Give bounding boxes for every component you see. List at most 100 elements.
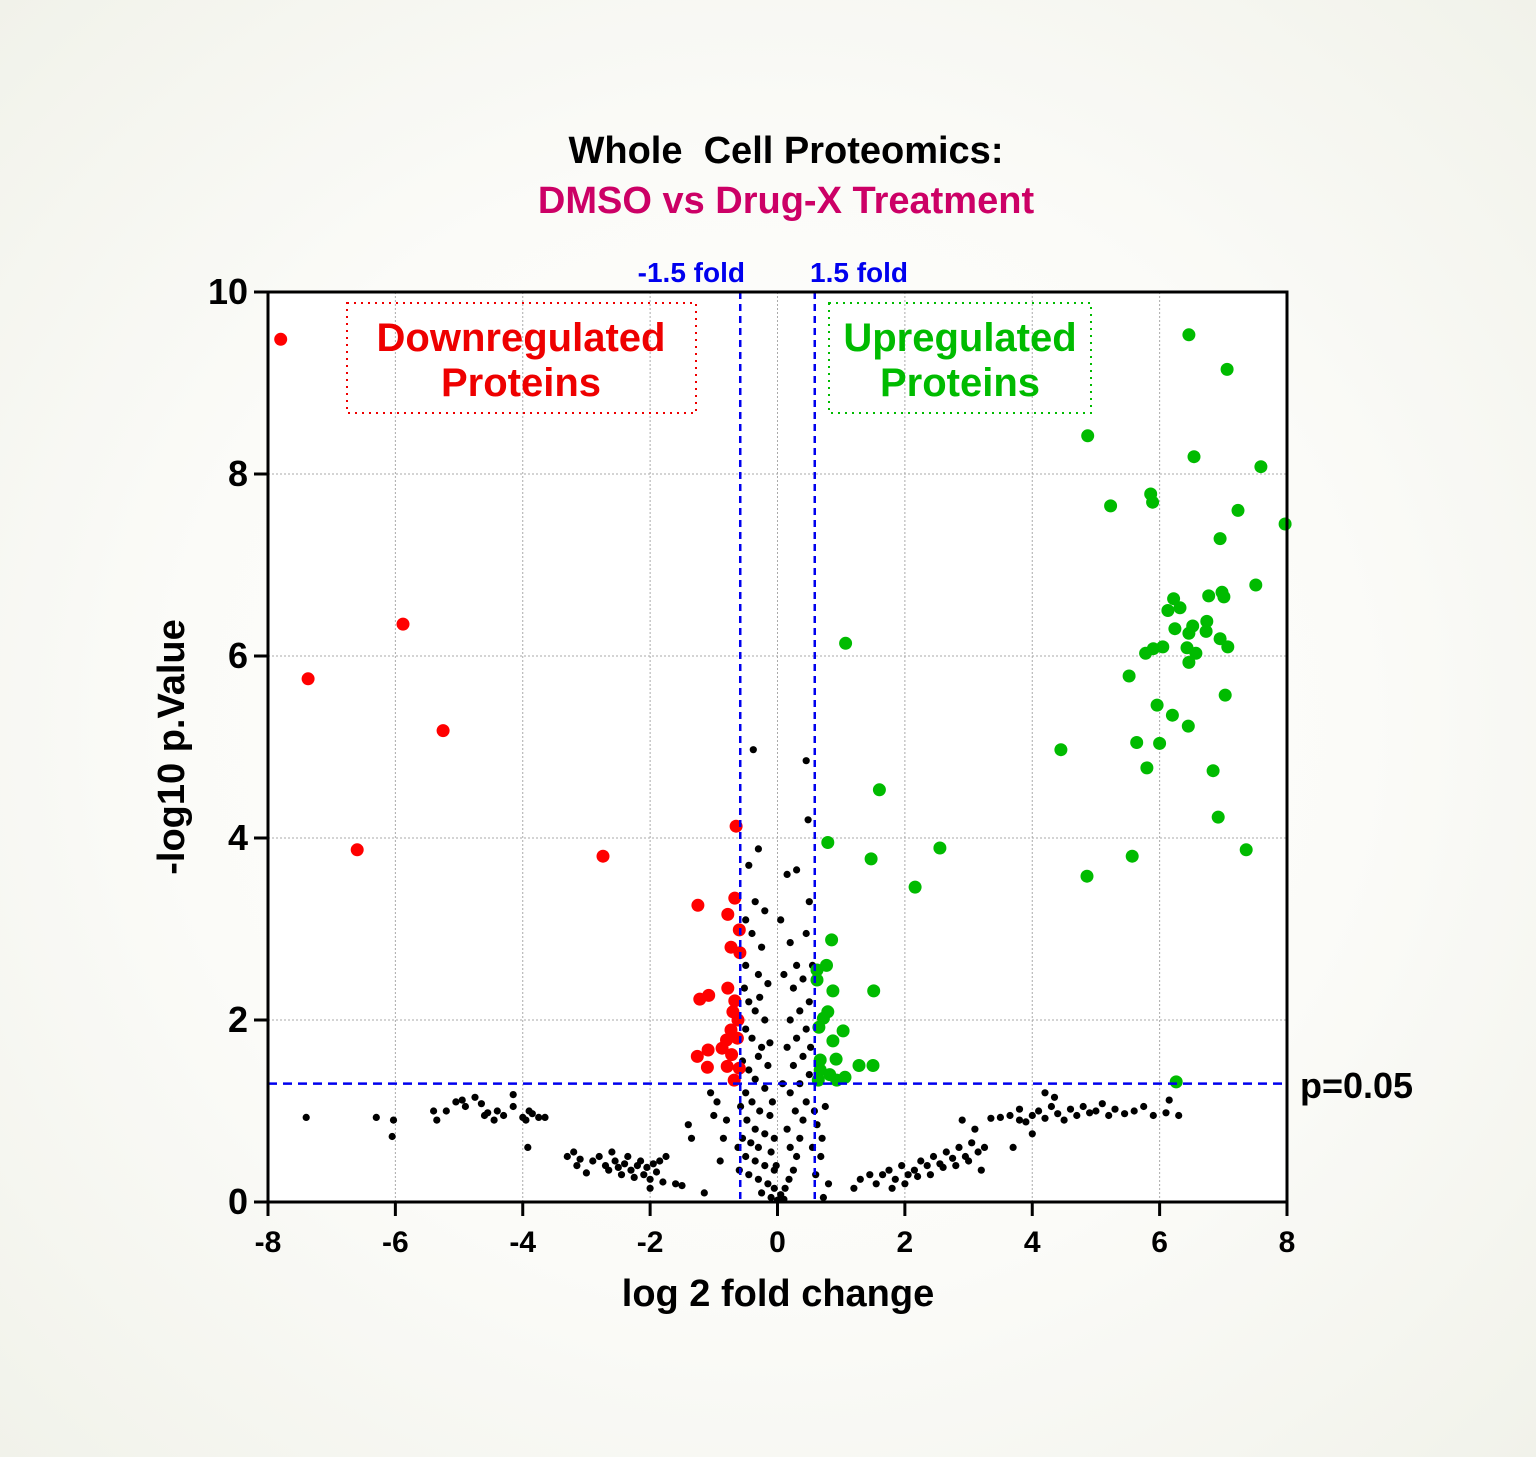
ns-point xyxy=(821,1102,829,1111)
ns-point xyxy=(751,1125,759,1133)
ns-point xyxy=(766,1111,774,1120)
chart-title: Whole Cell Proteomics: xyxy=(569,130,1004,172)
ns-point xyxy=(819,1193,828,1202)
up-point xyxy=(813,1053,827,1067)
chart-subtitle: DMSO vs Drug-X Treatment xyxy=(538,180,1035,222)
ns-point xyxy=(672,1180,680,1188)
ns-point xyxy=(804,816,812,824)
up-point xyxy=(1213,632,1227,646)
ns-point xyxy=(627,1166,635,1174)
up-point xyxy=(1182,655,1196,669)
up-point xyxy=(1182,328,1196,342)
ns-point xyxy=(917,1157,925,1165)
ns-point xyxy=(761,1162,769,1170)
ns-point xyxy=(747,1139,755,1147)
ns-point xyxy=(914,1172,922,1181)
ns-point xyxy=(802,1025,810,1033)
x-tick-label: 6 xyxy=(1151,1226,1168,1259)
ns-point xyxy=(1130,1107,1138,1115)
ns-point xyxy=(1098,1100,1106,1108)
ns-point xyxy=(796,1134,804,1142)
ns-point xyxy=(713,1098,721,1106)
up-point xyxy=(1080,869,1094,883)
ns-point xyxy=(742,1025,750,1033)
ns-point xyxy=(898,1162,906,1170)
ns-point xyxy=(818,1134,826,1142)
down-point xyxy=(700,1060,714,1074)
y-tick-label: 8 xyxy=(228,453,248,494)
threshold-lines xyxy=(268,292,1287,1202)
ns-point xyxy=(745,998,753,1006)
ns-point xyxy=(490,1116,498,1124)
ns-point xyxy=(614,1163,622,1171)
y-tick-label: 0 xyxy=(228,1181,248,1222)
ns-point xyxy=(1028,1111,1036,1120)
up-point xyxy=(1168,622,1182,636)
ns-point xyxy=(742,961,750,970)
ns-point xyxy=(996,1113,1005,1121)
ns-point xyxy=(678,1182,686,1190)
ns-point xyxy=(719,1134,728,1142)
ns-point xyxy=(541,1113,549,1121)
ns-point xyxy=(783,870,791,879)
x-tick-label: -4 xyxy=(509,1226,536,1259)
ns-point xyxy=(793,866,801,874)
ns-point xyxy=(856,1175,864,1183)
ns-point xyxy=(754,845,763,853)
ns-point xyxy=(805,998,813,1006)
ns-point xyxy=(793,1034,801,1042)
ns-point xyxy=(758,943,766,951)
ns-point xyxy=(754,1052,763,1060)
ns-point xyxy=(1047,1102,1055,1111)
ns-point xyxy=(751,1075,759,1083)
ns-point xyxy=(1165,1096,1173,1104)
ns-point xyxy=(1149,1111,1157,1120)
up-point xyxy=(1153,736,1167,750)
ns-point xyxy=(684,1121,692,1129)
ns-point xyxy=(662,1152,670,1161)
ns-point xyxy=(525,1107,533,1115)
down-point xyxy=(596,849,610,863)
ns-point xyxy=(807,1043,815,1051)
y-tick-label: 10 xyxy=(208,271,248,312)
ns-point xyxy=(707,1089,715,1097)
ns-point xyxy=(611,1157,619,1165)
ns-point xyxy=(595,1152,603,1161)
ns-point xyxy=(904,1171,912,1179)
ns-point xyxy=(799,1116,807,1124)
ns-point xyxy=(767,1148,775,1156)
ns-point xyxy=(929,1152,938,1161)
down-point xyxy=(701,1043,715,1057)
ns-point xyxy=(589,1157,597,1165)
ns-point xyxy=(700,1189,708,1197)
ns-point xyxy=(687,1134,696,1142)
up-point xyxy=(1165,708,1179,722)
ns-point xyxy=(799,1052,807,1060)
ns-point xyxy=(480,1111,489,1120)
ns-point xyxy=(535,1113,543,1121)
ns-point xyxy=(786,1089,794,1097)
ns-point xyxy=(802,757,810,765)
ns-point xyxy=(952,1162,960,1170)
ns-points xyxy=(302,746,1183,1204)
ns-point xyxy=(783,1043,791,1051)
ns-point xyxy=(980,1143,989,1151)
x-tick-label: 8 xyxy=(1279,1226,1296,1259)
ns-point xyxy=(710,1111,718,1120)
ns-point xyxy=(452,1098,460,1106)
ns-point xyxy=(493,1107,501,1115)
ns-point xyxy=(740,984,749,992)
up-point xyxy=(836,1024,850,1038)
up-point xyxy=(1081,429,1095,443)
x-tick-label: 0 xyxy=(769,1226,786,1259)
ns-point xyxy=(770,1134,778,1142)
up-point xyxy=(1187,450,1201,464)
up-point xyxy=(908,880,922,894)
up-point xyxy=(1249,578,1263,592)
ns-point xyxy=(751,898,759,906)
down-points xyxy=(274,332,747,1087)
up-point xyxy=(825,933,839,947)
ns-point xyxy=(745,1066,753,1074)
ns-point xyxy=(888,1184,896,1192)
up-point xyxy=(1211,810,1225,824)
